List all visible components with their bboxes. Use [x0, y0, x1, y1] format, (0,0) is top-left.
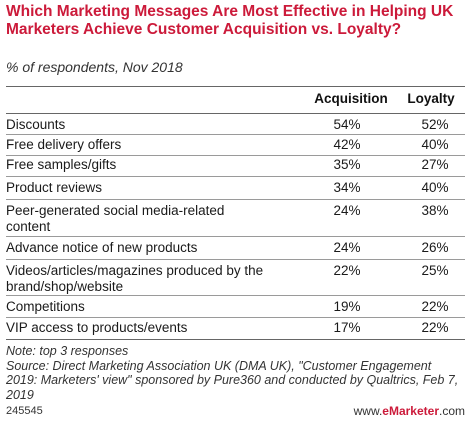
- acquisition-value: 24%: [333, 240, 361, 255]
- source-text: Source: Direct Marketing Association UK …: [6, 358, 459, 402]
- acquisition-value: 35%: [333, 157, 361, 172]
- column-header-acquisition: Acquisition: [314, 91, 388, 106]
- loyalty-value: 27%: [421, 157, 449, 172]
- row-label: Free samples/gifts: [6, 157, 117, 172]
- acquisition-value: 54%: [333, 117, 361, 132]
- acquisition-value: 17%: [333, 320, 361, 335]
- brand-prefix: www.: [353, 404, 383, 418]
- header-top-rule: [6, 86, 465, 87]
- row-label: Discounts: [6, 117, 66, 132]
- row-label: Free delivery offers: [6, 137, 122, 152]
- row-divider: [6, 199, 465, 200]
- row-label: VIP access to products/events: [6, 320, 188, 335]
- brand-name: eMarketer: [382, 404, 439, 418]
- row-label: Product reviews: [6, 180, 103, 195]
- acquisition-value: 24%: [333, 203, 361, 218]
- row-divider: [6, 295, 465, 296]
- acquisition-value: 34%: [333, 180, 361, 195]
- loyalty-value: 40%: [421, 180, 449, 195]
- row-label: Competitions: [6, 299, 85, 314]
- brand-suffix: .com: [438, 404, 465, 418]
- loyalty-value: 22%: [421, 320, 449, 335]
- table-bottom-rule: [6, 339, 465, 340]
- acquisition-value: 19%: [333, 299, 361, 314]
- loyalty-value: 40%: [421, 137, 449, 152]
- row-divider: [6, 317, 465, 318]
- header-bottom-rule: [6, 113, 465, 114]
- row-label: Peer-generated social media-related cont…: [6, 203, 225, 234]
- acquisition-value: 22%: [333, 263, 361, 278]
- chart-id: 245545: [6, 405, 43, 417]
- brand-logo: www.eMarketer.com: [354, 404, 465, 418]
- loyalty-value: 26%: [421, 240, 449, 255]
- note-text: Note: top 3 responses: [6, 344, 129, 358]
- loyalty-value: 25%: [421, 263, 449, 278]
- row-divider: [6, 176, 465, 177]
- row-divider: [6, 155, 465, 156]
- row-label: Videos/articles/magazines produced by th…: [6, 263, 264, 294]
- loyalty-value: 38%: [421, 203, 449, 218]
- row-divider: [6, 134, 465, 135]
- notes: Note: top 3 responses Source: Direct Mar…: [6, 344, 461, 402]
- chart-title: Which Marketing Messages Are Most Effect…: [6, 3, 454, 38]
- column-header-loyalty: Loyalty: [407, 91, 455, 106]
- row-divider: [6, 259, 465, 260]
- row-divider: [6, 236, 465, 237]
- loyalty-value: 52%: [421, 117, 449, 132]
- loyalty-value: 22%: [421, 299, 449, 314]
- chart-subtitle: % of respondents, Nov 2018: [6, 59, 183, 75]
- acquisition-value: 42%: [333, 137, 361, 152]
- row-label: Advance notice of new products: [6, 240, 198, 255]
